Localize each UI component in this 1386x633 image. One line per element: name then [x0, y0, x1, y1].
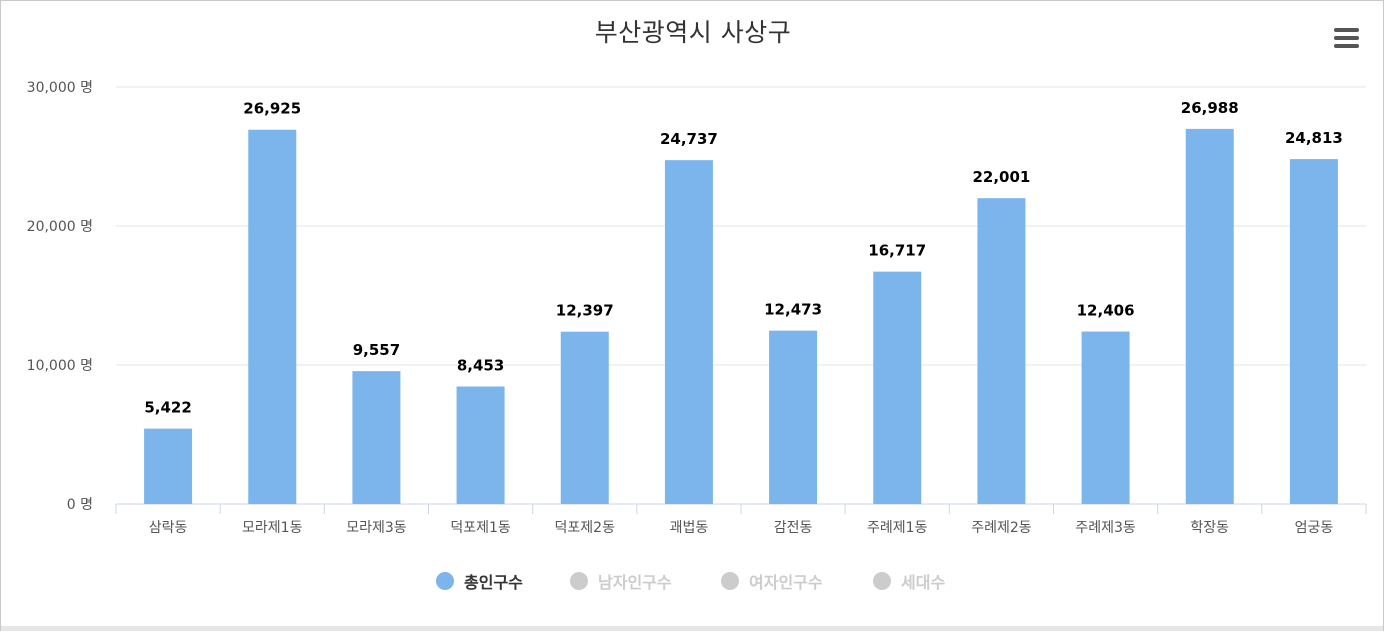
- bar[interactable]: [664, 160, 713, 504]
- bar[interactable]: [1289, 159, 1338, 504]
- data-label: 24,813: [1285, 129, 1343, 147]
- x-tick-label: 감전동: [774, 520, 813, 536]
- bottom-strip: [1, 626, 1383, 631]
- data-label: 12,397: [556, 302, 614, 320]
- x-tick-label: 엄궁동: [1295, 520, 1334, 536]
- bar[interactable]: [248, 129, 297, 504]
- bar[interactable]: [1185, 128, 1234, 504]
- bar[interactable]: [144, 428, 193, 504]
- x-tick-label: 주례제2동: [971, 520, 1032, 536]
- y-tick-label: 20,000 명: [27, 219, 93, 235]
- legend-dot-male: [570, 572, 588, 590]
- data-label: 26,925: [243, 100, 301, 118]
- bar[interactable]: [456, 386, 505, 504]
- hamburger-icon[interactable]: [1328, 24, 1364, 54]
- bar[interactable]: [352, 371, 401, 504]
- data-label: 26,988: [1181, 99, 1239, 117]
- x-tick-label: 학장동: [1190, 520, 1229, 536]
- legend-item-male[interactable]: 남자인구수: [570, 566, 672, 596]
- x-tick-label: 주례제1동: [867, 520, 928, 536]
- data-label: 24,737: [660, 130, 718, 148]
- legend-dot-female: [721, 572, 739, 590]
- legend-label-male: 남자인구수: [598, 573, 672, 592]
- bar[interactable]: [560, 331, 609, 504]
- legend-item-total[interactable]: 총인구수: [436, 566, 523, 596]
- x-tick-label: 모라제1동: [242, 520, 303, 536]
- data-label: 5,422: [144, 399, 191, 417]
- x-tick-label: 괘법동: [670, 520, 709, 536]
- legend-dot-households: [873, 572, 891, 590]
- data-label: 9,557: [353, 341, 400, 359]
- chart-title: 부산광역시 사상구: [594, 18, 792, 47]
- bar[interactable]: [1081, 331, 1130, 504]
- bar[interactable]: [977, 198, 1026, 504]
- bar[interactable]: [873, 271, 922, 504]
- legend-label-female: 여자인구수: [749, 573, 823, 592]
- data-label: 22,001: [972, 168, 1030, 186]
- legend-label-households: 세대수: [901, 573, 946, 592]
- bar-chart: 0 명 10,000 명 20,000 명 30,000 명 5,422 삼락동 26,92…: [27, 80, 1367, 536]
- data-label: 12,406: [1077, 302, 1135, 320]
- data-label: 8,453: [457, 357, 504, 375]
- data-label: 16,717: [868, 242, 926, 260]
- legend-label-total: 총인구수: [464, 573, 523, 592]
- y-tick-label: 30,000 명: [27, 80, 93, 96]
- legend-item-female[interactable]: 여자인구수: [721, 566, 823, 596]
- data-label: 12,473: [764, 301, 822, 319]
- y-tick-label: 10,000 명: [27, 358, 93, 374]
- bar[interactable]: [769, 330, 818, 504]
- y-tick-label: 0 명: [67, 497, 93, 513]
- x-tick-label: 덕포제1동: [450, 520, 511, 536]
- legend-dot-total: [436, 572, 454, 590]
- legend: 총인구수 남자인구수 여자인구수 세대수: [0, 566, 1386, 596]
- legend-item-households[interactable]: 세대수: [873, 566, 945, 596]
- x-tick-label: 덕포제2동: [555, 520, 616, 536]
- x-tick-label: 삼락동: [149, 520, 188, 536]
- x-tick-label: 모라제3동: [346, 520, 407, 536]
- x-tick-label: 주례제3동: [1075, 520, 1136, 536]
